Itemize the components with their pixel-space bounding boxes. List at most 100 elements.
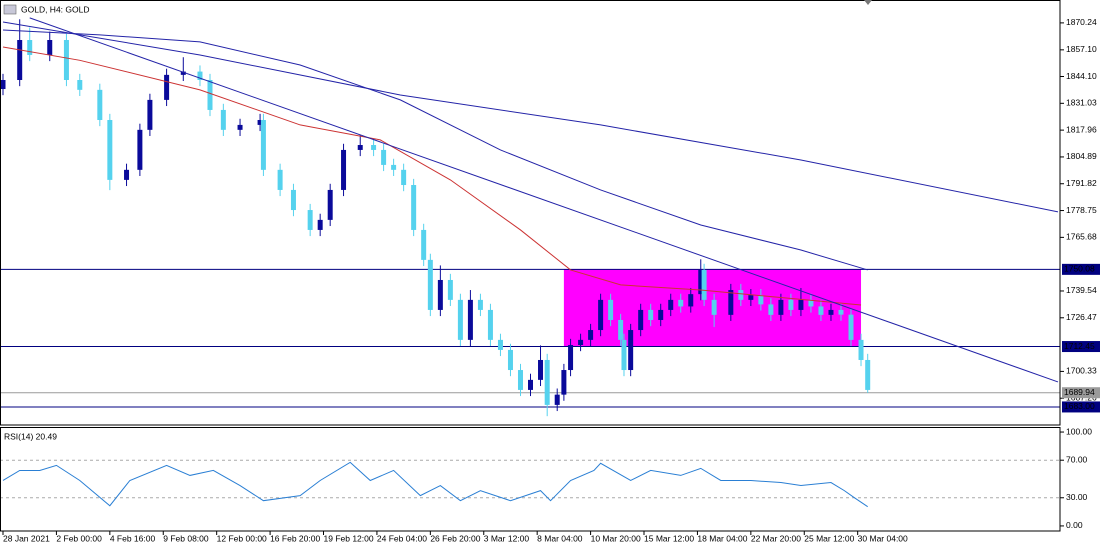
indicator-line <box>2 29 868 271</box>
rsi-frame <box>0 427 1061 532</box>
candle-body <box>457 299 463 340</box>
candle-body <box>257 119 263 125</box>
x-tick-label: 8 Mar 04:00 <box>537 533 583 543</box>
candle-body <box>638 309 644 331</box>
y-tick-label: 1831.03 <box>1066 98 1097 108</box>
x-tick-label: 4 Feb 16:00 <box>110 533 156 543</box>
level-label: 1689.94 <box>1064 387 1095 397</box>
x-tick-label: 10 Mar 20:00 <box>591 533 641 543</box>
candle-body <box>648 309 654 320</box>
y-tick-label: 1844.10 <box>1066 71 1097 81</box>
candle-body <box>307 210 313 230</box>
x-tick-label: 25 Mar 12:00 <box>804 533 854 543</box>
x-tick-label: 30 Mar 04:00 <box>858 533 908 543</box>
level-label: 1683.00 <box>1064 401 1095 411</box>
candle-body <box>180 71 186 75</box>
candle-body <box>728 290 734 315</box>
y-tick-label: 1857.10 <box>1066 44 1097 54</box>
x-tick-label: 3 Mar 12:00 <box>484 533 530 543</box>
candle-body <box>698 269 704 295</box>
candle-body <box>544 359 550 405</box>
y-tick-label: 1817.96 <box>1066 124 1097 134</box>
candle-body <box>290 189 296 211</box>
candle-body <box>27 39 33 55</box>
candle-body <box>528 379 534 390</box>
candle-body <box>164 74 170 100</box>
x-tick-label: 2 Feb 00:00 <box>56 533 102 543</box>
rsi-line <box>2 461 868 508</box>
x-tick-label: 24 Feb 04:00 <box>377 533 427 543</box>
price-frame <box>0 0 1061 426</box>
level-label: 1712.45 <box>1064 341 1095 351</box>
candle-body <box>507 349 513 371</box>
candle-body <box>778 299 784 315</box>
candle-body <box>137 129 143 170</box>
candle-body <box>701 269 707 300</box>
indicator-line <box>2 46 862 306</box>
candle-body <box>748 295 754 300</box>
candle-body <box>588 330 594 340</box>
x-tick-label: 28 Jan 2021 <box>3 533 50 543</box>
candle-body <box>865 359 871 390</box>
candle-body <box>427 259 433 310</box>
candle-body <box>327 189 333 220</box>
candle-body <box>447 279 453 300</box>
candle-body <box>658 309 664 320</box>
candle-body <box>538 359 544 380</box>
candle-body <box>411 185 417 230</box>
y-tick-label: 1739.54 <box>1066 285 1097 295</box>
candle-body <box>0 79 6 90</box>
rsi-plot <box>0 459 1060 508</box>
candle-body <box>758 295 764 305</box>
candle-body <box>371 145 377 150</box>
shift-marker[interactable] <box>864 0 872 5</box>
x-tick-label: 16 Feb 20:00 <box>270 533 320 543</box>
candle-body <box>317 219 323 230</box>
candle-body <box>107 119 113 180</box>
candle-body <box>401 169 407 186</box>
candle-body <box>561 370 567 395</box>
candle-body <box>381 149 387 165</box>
price-plot <box>0 17 1060 417</box>
candle-body <box>341 149 347 190</box>
candle-body <box>97 89 103 120</box>
candle-body <box>598 299 604 331</box>
level-label-box <box>1062 401 1100 413</box>
candle-body <box>798 299 804 310</box>
y-tick-label: 100.00 <box>1066 426 1092 436</box>
level-label-box <box>1062 263 1100 275</box>
candle-body <box>517 370 523 390</box>
candle-body <box>788 299 794 310</box>
x-tick-label: 9 Feb 08:00 <box>163 533 209 543</box>
chart-icon <box>3 4 17 15</box>
candle-body <box>618 319 624 340</box>
candle-body <box>628 330 634 371</box>
x-tick-label: 26 Feb 20:00 <box>430 533 480 543</box>
indicator-line <box>29 17 1059 383</box>
y-tick-label: 1765.68 <box>1066 232 1097 242</box>
axes: 1870.24 1857.10 1844.10 1831.03 1817.96 1804.… <box>2 17 1100 543</box>
x-tick-label: 19 Feb 12:00 <box>324 533 374 543</box>
level-label-box <box>1062 387 1100 399</box>
candle-body <box>621 339 627 371</box>
candle-body <box>838 309 844 315</box>
x-tick-label: 22 Mar 20:00 <box>751 533 801 543</box>
candle-body <box>47 39 53 55</box>
rsi-title: RSI(14) 20.49 <box>4 431 57 441</box>
candle-body <box>220 109 226 130</box>
candle-body <box>738 290 744 300</box>
y-tick-label: 30.00 <box>1066 492 1088 502</box>
candle-body <box>818 306 824 315</box>
candle-body <box>260 119 266 170</box>
candle-body <box>848 314 854 340</box>
y-tick-label: 1700.33 <box>1066 366 1097 376</box>
y-tick-label: 1726.47 <box>1066 312 1097 322</box>
indicator-line <box>2 21 1059 213</box>
candle-body <box>608 299 614 320</box>
candle-body <box>487 309 493 340</box>
candle-body <box>858 339 864 360</box>
candle-body <box>568 345 574 371</box>
candle-body <box>197 71 203 80</box>
y-tick-label: 70.00 <box>1066 454 1088 464</box>
